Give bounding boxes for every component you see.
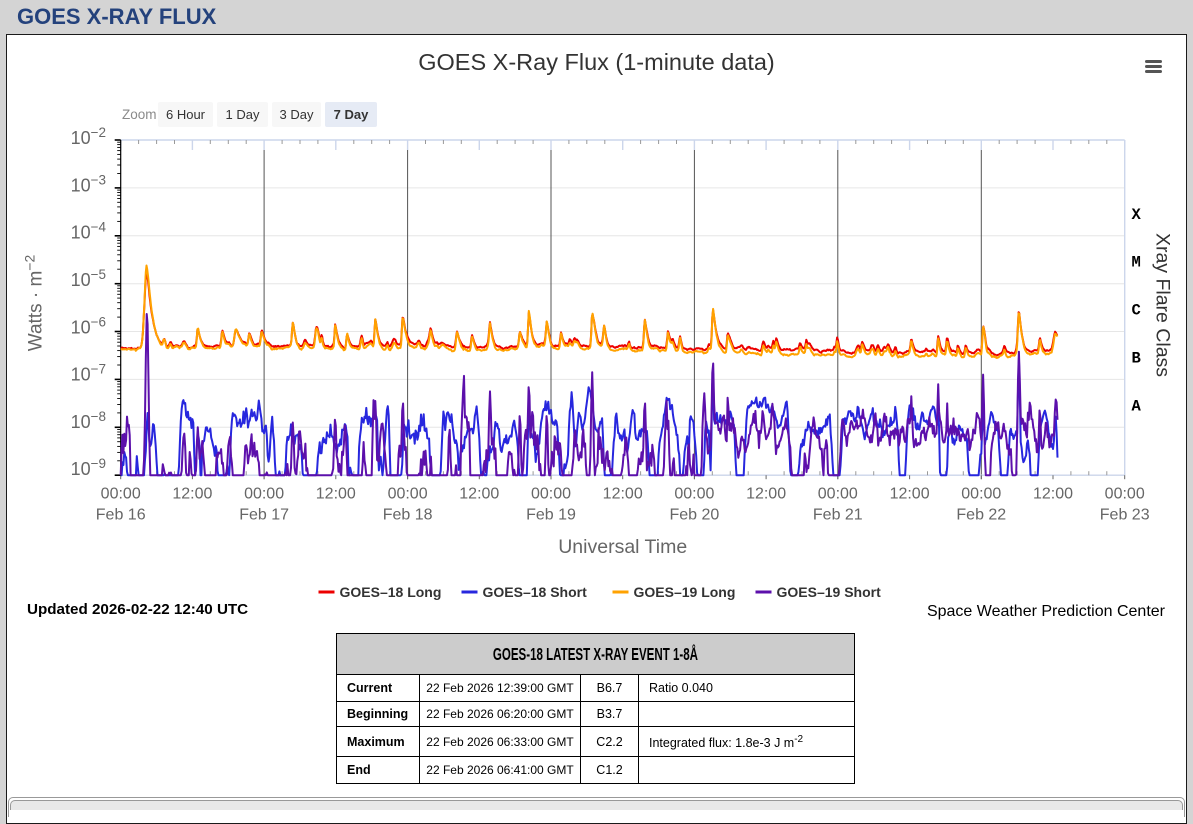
svg-text:GOES–18 Short: GOES–18 Short (483, 584, 588, 600)
svg-text:10−6: 10−6 (71, 314, 106, 337)
svg-text:Feb 21: Feb 21 (813, 507, 863, 524)
svg-text:Feb 22: Feb 22 (956, 507, 1006, 524)
svg-text:10−9: 10−9 (71, 456, 106, 479)
svg-text:00:00: 00:00 (388, 486, 428, 503)
svg-text:12:00: 12:00 (1033, 486, 1073, 503)
svg-text:Feb 23: Feb 23 (1100, 507, 1150, 524)
svg-text:00:00: 00:00 (244, 486, 284, 503)
svg-text:00:00: 00:00 (818, 486, 858, 503)
svg-text:Universal Time: Universal Time (558, 536, 687, 558)
svg-text:Feb 16: Feb 16 (96, 507, 146, 524)
svg-text:00:00: 00:00 (674, 486, 714, 503)
svg-text:X: X (1132, 206, 1142, 224)
svg-text:00:00: 00:00 (531, 486, 571, 503)
svg-text:Feb 19: Feb 19 (526, 507, 576, 524)
svg-text:C: C (1132, 302, 1141, 320)
svg-text:12:00: 12:00 (890, 486, 930, 503)
svg-text:M: M (1132, 254, 1141, 272)
svg-text:12:00: 12:00 (459, 486, 499, 503)
svg-text:00:00: 00:00 (961, 486, 1001, 503)
svg-text:10−5: 10−5 (71, 267, 106, 290)
svg-text:GOES–19 Short: GOES–19 Short (777, 584, 882, 600)
svg-text:Feb 17: Feb 17 (239, 507, 289, 524)
svg-text:00:00: 00:00 (1105, 486, 1145, 503)
svg-text:12:00: 12:00 (746, 486, 786, 503)
svg-text:10−7: 10−7 (71, 362, 106, 385)
svg-text:10−8: 10−8 (71, 409, 106, 432)
svg-text:10−4: 10−4 (71, 220, 107, 243)
svg-text:Feb 18: Feb 18 (383, 507, 433, 524)
svg-text:12:00: 12:00 (316, 486, 356, 503)
svg-text:GOES–19 Long: GOES–19 Long (634, 584, 736, 600)
svg-text:10−2: 10−2 (71, 125, 106, 148)
svg-text:Watts · m−2: Watts · m−2 (22, 255, 47, 352)
svg-text:00:00: 00:00 (101, 486, 141, 503)
svg-text:10−3: 10−3 (71, 172, 106, 195)
svg-text:12:00: 12:00 (172, 486, 212, 503)
svg-text:B: B (1132, 350, 1141, 368)
svg-text:Feb 20: Feb 20 (669, 507, 719, 524)
svg-text:GOES–18 Long: GOES–18 Long (340, 584, 442, 600)
svg-text:12:00: 12:00 (603, 486, 643, 503)
svg-text:Xray Flare Class: Xray Flare Class (1152, 233, 1174, 377)
svg-text:A: A (1132, 397, 1142, 415)
